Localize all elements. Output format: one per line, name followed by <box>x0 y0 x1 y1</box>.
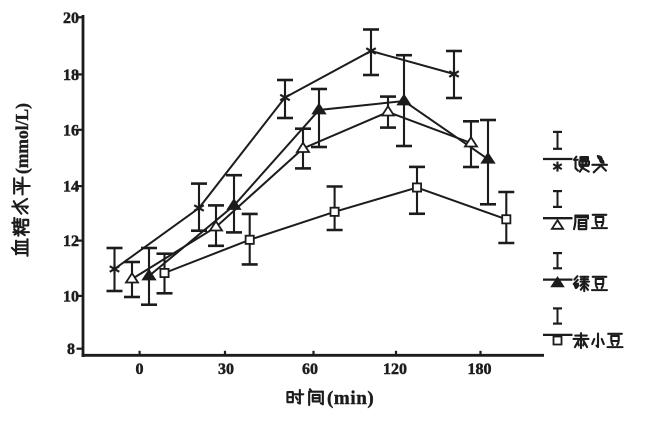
svg-text:12: 12 <box>63 233 79 250</box>
svg-text:120: 120 <box>383 361 407 378</box>
svg-text:180: 180 <box>468 361 492 378</box>
svg-text:8: 8 <box>67 341 75 358</box>
svg-text:14: 14 <box>63 179 79 196</box>
svg-text:30: 30 <box>218 361 234 378</box>
svg-text:16: 16 <box>63 122 79 139</box>
svg-text:(mmol/L): (mmol/L) <box>12 103 32 174</box>
svg-text:10: 10 <box>63 288 79 305</box>
svg-text:60: 60 <box>302 361 318 378</box>
svg-text:(min): (min) <box>327 388 374 409</box>
svg-text:18: 18 <box>63 67 79 84</box>
svg-text:20: 20 <box>63 10 79 27</box>
svg-text:0: 0 <box>136 361 144 378</box>
